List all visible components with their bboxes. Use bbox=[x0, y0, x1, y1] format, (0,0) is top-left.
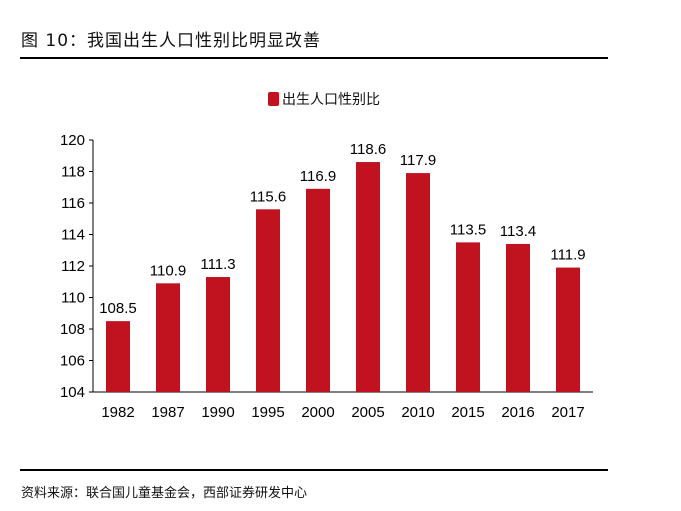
bar bbox=[106, 321, 130, 392]
x-tick-label: 2017 bbox=[551, 404, 584, 421]
x-tick-label: 1982 bbox=[101, 404, 134, 421]
x-tick-label: 2016 bbox=[501, 404, 534, 421]
bar bbox=[506, 243, 530, 392]
x-tick-label: 2015 bbox=[451, 404, 484, 421]
x-tick-label: 2005 bbox=[351, 404, 384, 421]
x-tick-label: 1990 bbox=[201, 404, 234, 421]
bar bbox=[356, 162, 380, 392]
data-label: 110.9 bbox=[150, 262, 186, 279]
bar bbox=[406, 173, 430, 392]
source-rule bbox=[20, 469, 608, 471]
data-label: 117.9 bbox=[400, 152, 436, 169]
data-label: 111.3 bbox=[200, 256, 235, 273]
y-tick-label: 108 bbox=[60, 321, 85, 338]
data-label: 108.5 bbox=[99, 300, 137, 317]
source-note: 资料来源：联合国儿童基金会，西部证券研发中心 bbox=[21, 486, 308, 501]
data-label: 116.9 bbox=[300, 168, 336, 185]
data-label: 118.6 bbox=[350, 141, 386, 158]
chart-title: 图 10：我国出生人口性别比明显改善 bbox=[21, 31, 322, 51]
bar bbox=[456, 242, 480, 392]
legend-label: 出生人口性别比 bbox=[282, 92, 380, 108]
data-label: 111.9 bbox=[550, 247, 585, 264]
y-tick-label: 114 bbox=[61, 227, 85, 244]
y-tick-label: 116 bbox=[61, 195, 85, 212]
y-tick-label: 118 bbox=[61, 164, 85, 181]
y-tick-label: 112 bbox=[61, 258, 85, 275]
x-tick-label: 2010 bbox=[401, 404, 434, 421]
x-tick-label: 1987 bbox=[151, 404, 184, 421]
bar bbox=[556, 267, 580, 392]
bar bbox=[306, 188, 330, 392]
bar bbox=[206, 277, 230, 392]
legend-swatch bbox=[268, 92, 279, 106]
y-tick-label: 110 bbox=[61, 290, 85, 307]
data-label: 113.5 bbox=[450, 221, 486, 238]
bar bbox=[256, 209, 280, 392]
bar bbox=[156, 283, 180, 392]
data-label: 113.4 bbox=[500, 223, 536, 240]
x-tick-label: 2000 bbox=[301, 404, 334, 421]
y-tick-label: 120 bbox=[60, 132, 85, 149]
title-rule bbox=[20, 57, 608, 59]
x-tick-label: 1995 bbox=[251, 404, 284, 421]
y-tick-label: 106 bbox=[60, 353, 85, 370]
legend: 出生人口性别比 bbox=[268, 89, 380, 109]
y-tick-label: 104 bbox=[60, 384, 85, 401]
data-label: 115.6 bbox=[250, 188, 286, 205]
